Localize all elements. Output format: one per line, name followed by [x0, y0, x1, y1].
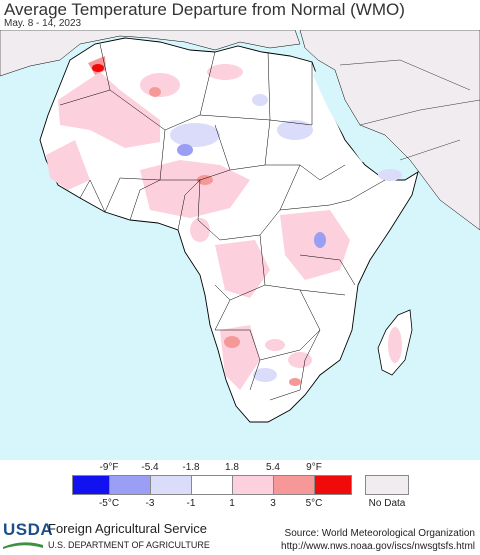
no-data-europe — [0, 30, 301, 77]
map-title: Average Temperature Departure from Norma… — [4, 0, 405, 19]
legend-swatch-near-normal — [191, 475, 233, 495]
usda-logo: USDA — [3, 520, 54, 539]
legend-f-label-5: 5.4 — [266, 462, 280, 473]
legend-c-label-4: 1 — [229, 498, 235, 509]
legend-c-label-5: 3 — [270, 498, 276, 509]
agency-name: Foreign Agricultural Service — [48, 521, 207, 536]
legend-c-label-1: -5°C — [98, 498, 120, 509]
legend-swatch-minus3-minus1 — [150, 475, 192, 495]
legend-c-label-3: -1 — [186, 498, 196, 509]
legend-f-label-3: -1.8 — [182, 462, 200, 473]
no-data-arabia-lines — [339, 59, 480, 161]
legend: -9°F -5.4 -1.8 1.8 5.4 9°F -5°C -3 -1 1 … — [0, 460, 480, 520]
red-sea — [313, 68, 368, 162]
source-credit: Source: World Meteorological Organizatio… — [284, 528, 475, 539]
source-url[interactable]: http://www.nws.noaa.gov/iscs/nwsgtsfs.ht… — [281, 541, 475, 552]
usda-swoosh-icon — [3, 542, 43, 549]
legend-f-label-1: -9°F — [99, 462, 119, 473]
department-name: U.S. DEPARTMENT OF AGRICULTURE — [48, 540, 210, 550]
legend-swatch-minus5-minus3 — [109, 475, 151, 495]
legend-swatch-no-data — [365, 475, 409, 495]
legend-swatch-below-minus5 — [72, 475, 110, 495]
legend-f-label-6: 9°F — [306, 462, 322, 473]
anomaly-shading — [46, 56, 402, 390]
no-data-middle-east — [299, 30, 480, 231]
legend-swatch-above-5 — [314, 475, 352, 495]
legend-f-label-4: 1.8 — [225, 462, 239, 473]
legend-c-label-6: 5°C — [305, 498, 323, 509]
legend-no-data-label: No Data — [368, 498, 406, 509]
legend-swatch-1-3 — [232, 475, 274, 495]
legend-swatch-3-5 — [273, 475, 315, 495]
legend-f-label-2: -5.4 — [141, 462, 159, 473]
date-range: May. 8 - 14, 2023 — [4, 18, 82, 29]
country-borders — [59, 43, 386, 401]
africa-temperature-map — [0, 30, 480, 460]
legend-c-label-2: -3 — [145, 498, 155, 509]
